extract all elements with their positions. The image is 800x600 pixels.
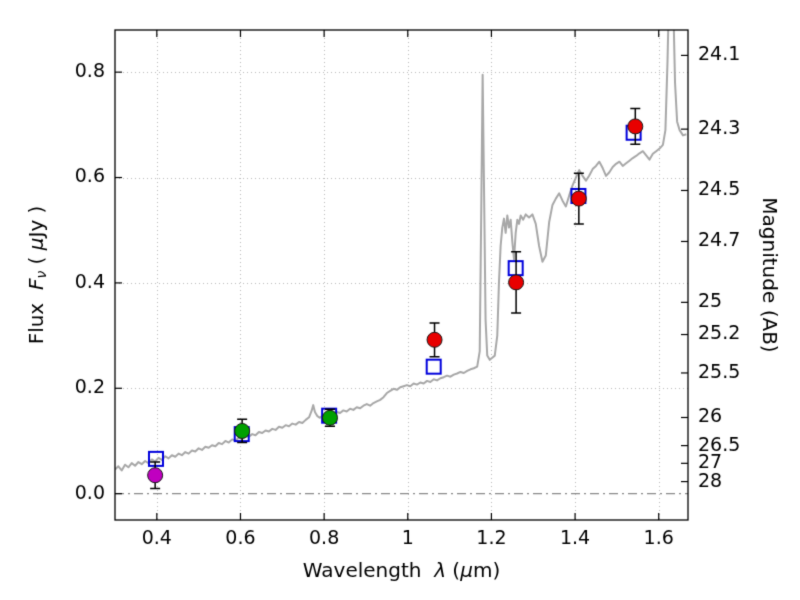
sed-plot-canvas: [0, 0, 800, 600]
sed-figure: [0, 0, 800, 600]
